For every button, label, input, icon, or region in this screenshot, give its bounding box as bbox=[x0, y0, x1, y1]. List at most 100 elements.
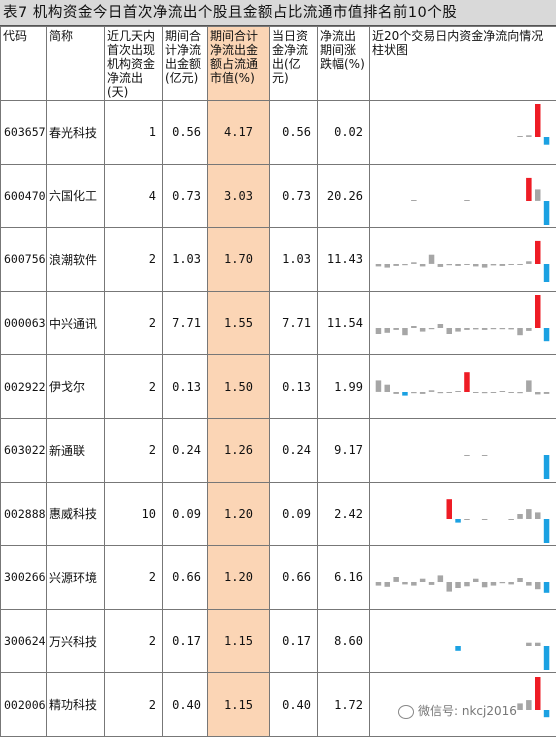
row-change: 2.42 bbox=[318, 482, 370, 546]
flow-bar bbox=[482, 519, 488, 520]
flow-bar bbox=[482, 392, 488, 393]
row-period-total: 0.13 bbox=[163, 355, 208, 419]
header-days: 近几天内首次出现机构资金净流出(天) bbox=[105, 27, 163, 101]
row-period-total: 0.66 bbox=[163, 546, 208, 610]
flow-bar bbox=[464, 264, 470, 265]
flow-bar bbox=[535, 512, 541, 519]
flow-bar bbox=[473, 392, 479, 393]
row-name: 兴源环境 bbox=[47, 546, 105, 610]
flow-bar bbox=[517, 703, 523, 710]
flow-bar-chart bbox=[370, 101, 555, 163]
flow-bar bbox=[429, 255, 435, 264]
flow-bar bbox=[544, 455, 550, 479]
flow-bar bbox=[535, 295, 541, 328]
row-change: 1.72 bbox=[318, 673, 370, 737]
row-name: 新通联 bbox=[47, 418, 105, 482]
table-title: 表7 机构资金今日首次净流出个股且金额占比流通市值排名前10个股 bbox=[0, 0, 556, 26]
flow-bar bbox=[491, 392, 497, 393]
flow-bar bbox=[393, 577, 399, 582]
flow-bar bbox=[526, 380, 532, 392]
flow-bar-chart bbox=[370, 546, 555, 608]
row-name: 中兴通讯 bbox=[47, 291, 105, 355]
flow-bar bbox=[420, 328, 426, 332]
flow-bar bbox=[447, 328, 453, 334]
row-period-pct: 1.50 bbox=[208, 355, 270, 419]
flow-bar bbox=[393, 392, 399, 394]
flow-bar bbox=[526, 643, 532, 646]
flow-bar bbox=[455, 391, 461, 392]
flow-bar bbox=[420, 392, 426, 394]
row-flow-chart bbox=[370, 418, 556, 482]
row-today: 0.73 bbox=[270, 164, 318, 228]
flow-bar-chart bbox=[370, 356, 555, 418]
header-chart: 近20个交易日内资金净流向情况柱状图 bbox=[370, 27, 556, 101]
flow-bar bbox=[500, 328, 506, 329]
flow-bar bbox=[411, 263, 417, 265]
flow-bar bbox=[535, 189, 541, 201]
row-name: 六国化工 bbox=[47, 164, 105, 228]
flow-bar bbox=[500, 264, 506, 266]
row-period-pct: 1.20 bbox=[208, 482, 270, 546]
flow-bar bbox=[544, 264, 550, 282]
flow-bar bbox=[500, 582, 506, 583]
flow-bar bbox=[385, 264, 391, 268]
flow-bar bbox=[526, 328, 532, 331]
row-name: 惠威科技 bbox=[47, 482, 105, 546]
row-today: 0.40 bbox=[270, 673, 318, 737]
flow-bar bbox=[517, 264, 523, 265]
flow-bar bbox=[455, 582, 461, 588]
flow-bar bbox=[508, 392, 514, 393]
flow-bar bbox=[376, 380, 382, 392]
flow-bar bbox=[517, 392, 523, 393]
row-change: 9.17 bbox=[318, 418, 370, 482]
flow-bar bbox=[385, 582, 391, 587]
row-change: 6.16 bbox=[318, 546, 370, 610]
row-period-total: 1.03 bbox=[163, 228, 208, 292]
flow-bar bbox=[491, 328, 497, 329]
row-period-total: 0.73 bbox=[163, 164, 208, 228]
row-period-pct: 1.15 bbox=[208, 673, 270, 737]
row-flow-chart bbox=[370, 482, 556, 546]
row-today: 1.03 bbox=[270, 228, 318, 292]
flow-bar-chart bbox=[370, 292, 555, 354]
data-table: 代码 简称 近几天内首次出现机构资金净流出(天) 期间合计净流出金额(亿元) 期… bbox=[0, 26, 556, 737]
row-code: 002006 bbox=[1, 673, 47, 737]
flow-bar bbox=[411, 326, 417, 328]
flow-bar bbox=[508, 264, 514, 265]
row-today: 0.17 bbox=[270, 609, 318, 673]
row-flow-chart bbox=[370, 101, 556, 165]
flow-bar bbox=[544, 710, 550, 717]
flow-bar bbox=[517, 328, 523, 335]
flow-bar bbox=[438, 264, 444, 267]
row-period-pct: 3.03 bbox=[208, 164, 270, 228]
flow-bar bbox=[482, 455, 488, 456]
row-name: 精功科技 bbox=[47, 673, 105, 737]
row-change: 20.26 bbox=[318, 164, 370, 228]
row-name: 伊戈尔 bbox=[47, 355, 105, 419]
flow-bar bbox=[376, 264, 382, 266]
header-period-total: 期间合计净流出金额(亿元) bbox=[163, 27, 208, 101]
flow-bar bbox=[464, 455, 470, 456]
flow-bar bbox=[517, 136, 523, 137]
flow-bar bbox=[429, 582, 435, 585]
flow-bar bbox=[535, 241, 541, 264]
flow-bar bbox=[473, 264, 479, 266]
row-days: 2 bbox=[105, 418, 163, 482]
wechat-icon bbox=[398, 705, 414, 719]
row-code: 600470 bbox=[1, 164, 47, 228]
flow-bar bbox=[535, 104, 541, 137]
flow-bar bbox=[482, 328, 488, 330]
flow-bar-chart bbox=[370, 165, 555, 227]
row-period-total: 0.09 bbox=[163, 482, 208, 546]
flow-bar bbox=[473, 328, 479, 329]
row-period-total: 0.40 bbox=[163, 673, 208, 737]
flow-bar bbox=[376, 582, 382, 586]
flow-bar bbox=[402, 582, 408, 584]
header-name: 简称 bbox=[47, 27, 105, 101]
flow-bar bbox=[429, 390, 435, 392]
flow-bar-chart bbox=[370, 228, 555, 290]
flow-bar bbox=[420, 579, 426, 582]
flow-bar bbox=[402, 264, 408, 265]
flow-bar bbox=[526, 178, 532, 201]
